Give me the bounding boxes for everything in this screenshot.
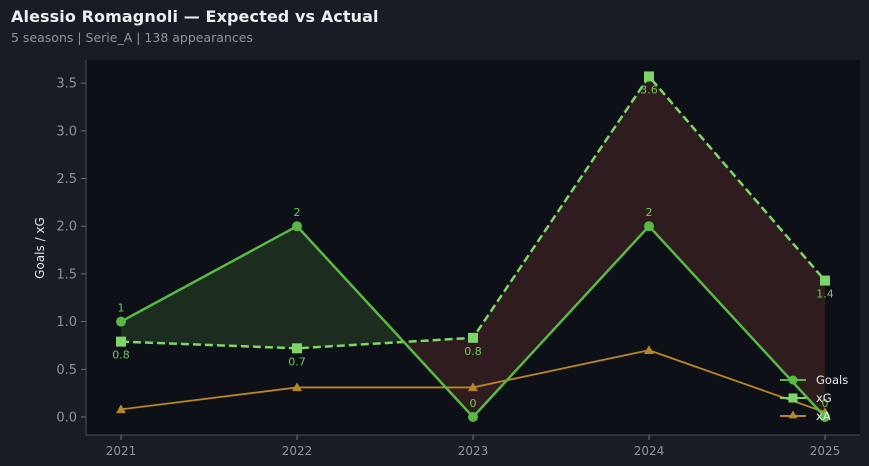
- data-labels: 1 2 0 2 0 0.8 0.7 0.8 3.6 1.4: [112, 83, 834, 410]
- y-tick-label: 0.0: [56, 411, 77, 426]
- goals-marker: [644, 221, 654, 232]
- xa-marker: [116, 404, 126, 414]
- xg-data-label: 3.6: [640, 83, 658, 96]
- legend-item-xa: xA: [780, 409, 831, 423]
- legend-label: Goals: [816, 373, 848, 387]
- series-markers: [116, 71, 830, 422]
- goals-marker: [468, 412, 478, 422]
- legend: Goals xG xA: [780, 373, 848, 423]
- xg-data-label: 0.8: [112, 349, 130, 362]
- y-tick-label: 0.5: [56, 363, 77, 378]
- y-tick-label: 3.0: [56, 124, 77, 139]
- x-tick-label: 2021: [106, 444, 137, 458]
- legend-item-goals: Goals: [780, 373, 848, 387]
- y-tick-label: 3.5: [56, 77, 77, 92]
- chart-title: Alessio Romagnoli — Expected vs Actual: [11, 7, 379, 26]
- legend-label: xA: [816, 409, 831, 423]
- goals-marker: [116, 316, 126, 327]
- goals-marker: [820, 412, 830, 422]
- circle-marker-icon: [788, 375, 798, 385]
- y-tick-label: 2.0: [56, 220, 77, 235]
- goals-data-label: 0: [822, 397, 829, 410]
- xg-marker: [292, 343, 302, 354]
- goals-data-label: 2: [294, 206, 301, 219]
- goals-data-label: 1: [118, 302, 125, 315]
- xg-marker: [644, 71, 654, 82]
- y-tick-label: 2.5: [56, 172, 77, 187]
- xg-data-label: 0.8: [464, 345, 482, 358]
- xg-marker: [468, 332, 478, 343]
- y-tick-label: 1.0: [56, 315, 77, 330]
- xg-marker: [116, 336, 126, 347]
- xg-marker: [820, 275, 830, 286]
- x-tick-label: 2023: [458, 444, 489, 458]
- xa-marker: [292, 382, 302, 392]
- underperformance-fill: [473, 76, 649, 417]
- underperformance-fill: [649, 76, 825, 417]
- triangle-marker-icon: [788, 410, 798, 419]
- goals-data-label: 0: [470, 397, 477, 410]
- square-marker-icon: [788, 393, 798, 403]
- chart-subtitle: 5 seasons | Serie_A | 138 appearances: [11, 30, 253, 45]
- legend-item-xg: xG: [780, 391, 832, 405]
- xg-data-label: 1.4: [816, 288, 834, 301]
- overperformance-fill: [121, 226, 297, 349]
- y-axis-label: Goals / xG: [33, 217, 47, 279]
- x-tick-label: 2022: [282, 444, 313, 458]
- x-axis: 2021 2022 2023 2024 2025: [106, 435, 841, 458]
- x-tick-label: 2024: [634, 444, 665, 458]
- xg-data-label: 0.7: [288, 355, 306, 368]
- x-tick-label: 2025: [810, 444, 841, 458]
- y-axis: 0.0 0.5 1.0 1.5 2.0 2.5 3.0 3.5: [56, 77, 86, 426]
- goals-marker: [292, 221, 302, 232]
- xa-marker: [644, 345, 654, 354]
- legend-label: xG: [816, 391, 832, 405]
- y-tick-label: 1.5: [56, 267, 77, 282]
- xa-marker: [468, 382, 478, 392]
- goals-data-label: 2: [646, 206, 653, 219]
